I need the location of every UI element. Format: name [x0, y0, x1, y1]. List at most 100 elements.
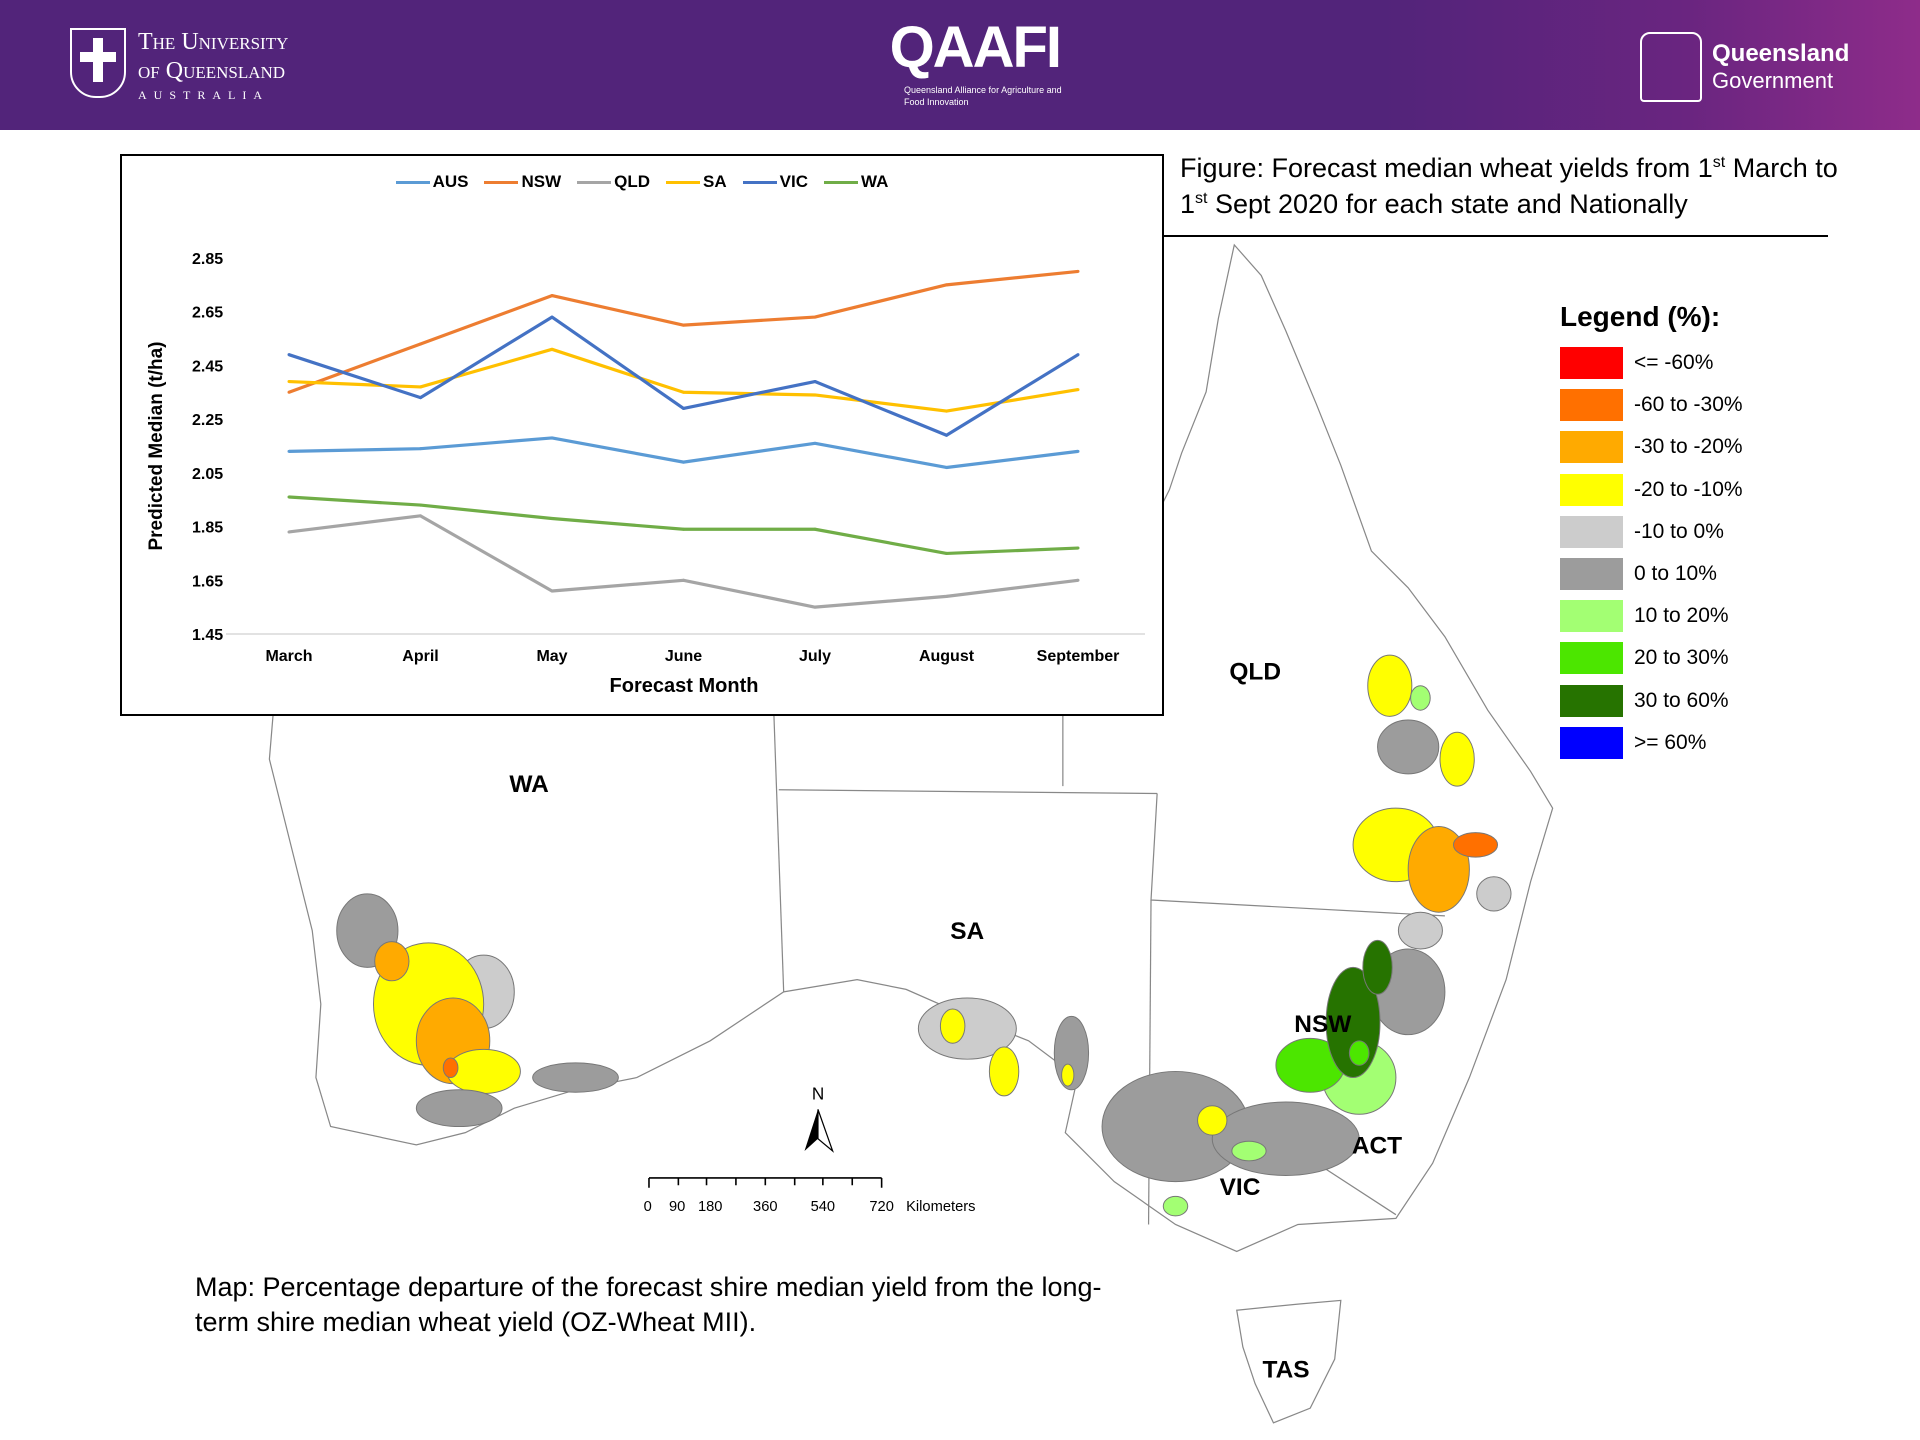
- legend-swatch: [1560, 347, 1623, 380]
- data-point-sa: [550, 347, 554, 351]
- map-legend-title: Legend (%):: [1560, 301, 1721, 332]
- data-point-qld: [813, 605, 817, 609]
- scale-tick: 720: [869, 1199, 894, 1215]
- shire-region: [1061, 1063, 1075, 1087]
- chart-legend-item: NSW: [484, 171, 561, 193]
- legend-swatch: [1560, 726, 1623, 759]
- qaafi-title: QAAFI: [889, 15, 1062, 80]
- x-tick-label: September: [1037, 648, 1120, 665]
- chart-legend-label: VIC: [779, 172, 809, 191]
- qld-gov-line2: Government: [1712, 68, 1834, 93]
- shire-region: [1348, 1040, 1370, 1066]
- shire-region: [939, 1008, 966, 1044]
- legend-line-swatch: [577, 180, 612, 184]
- y-tick-label: 2.65: [192, 305, 223, 322]
- x-tick-label: April: [402, 648, 438, 665]
- data-point-wa: [945, 551, 948, 555]
- map-legend-item: <= -60%: [1560, 342, 1743, 384]
- chart-legend-label: AUS: [432, 172, 469, 191]
- shire-region: [1439, 731, 1475, 787]
- state-label-wa: WA: [509, 771, 549, 798]
- data-point-vic: [682, 406, 685, 410]
- shire-region: [1377, 719, 1440, 775]
- caption-divider: [1164, 235, 1828, 237]
- map-caption: Map: Percentage departure of the forecas…: [195, 1270, 1245, 1340]
- legend-label: -10 to 0%: [1634, 519, 1724, 543]
- shire-region: [1211, 1101, 1360, 1176]
- north-label: N: [812, 1084, 824, 1104]
- caption-text: Figure: Forecast median wheat yields fro…: [1180, 153, 1713, 183]
- shire-region: [1452, 832, 1499, 858]
- map-legend-item: 30 to 60%: [1560, 680, 1743, 722]
- data-point-qld: [682, 578, 685, 582]
- legend-line-swatch: [824, 180, 859, 184]
- legend-label: 30 to 60%: [1634, 688, 1729, 712]
- uq-shield-icon: [70, 28, 126, 98]
- series-line-sa: [288, 347, 1079, 413]
- chart-legend-item: QLD: [577, 171, 650, 193]
- wa-shires: [336, 893, 619, 1128]
- uq-logo: The University of Queensland AUSTRALIA: [70, 28, 288, 104]
- data-point-nsw: [550, 294, 554, 298]
- legend-swatch: [1560, 431, 1623, 464]
- chart-legend-item: SA: [666, 171, 727, 193]
- map-caption-line2: term shire median wheat yield (OZ-Wheat …: [195, 1307, 757, 1337]
- scale-tick: 360: [753, 1199, 778, 1215]
- data-point-wa: [813, 527, 817, 531]
- uq-logo-line2: of Queensland: [138, 58, 286, 84]
- state-borders: [773, 713, 1445, 1225]
- data-point-aus: [813, 441, 817, 445]
- chart-plot: 2.85 2.65 2.45 2.25 2.05 1.85 1.65 1.45 March Apr…: [146, 251, 1145, 697]
- data-point-sa: [813, 393, 817, 397]
- legend-swatch: [1560, 684, 1623, 717]
- data-point-sa: [419, 385, 422, 389]
- data-point-sa: [682, 390, 685, 394]
- scale-tick: 90: [669, 1199, 685, 1215]
- tasmania-outline: [1236, 1299, 1342, 1424]
- y-axis-title: Predicted Median (t/ha): [146, 341, 167, 550]
- header-banner: The University of Queensland AUSTRALIA Q…: [0, 0, 1920, 130]
- map-legend-item: 10 to 20%: [1560, 595, 1743, 637]
- chart-legend: AUS NSW QLD SA VIC WA: [122, 171, 1162, 193]
- north-arrow: N: [804, 1084, 834, 1153]
- legend-swatch: [1560, 473, 1623, 506]
- state-label-act: ACT: [1352, 1132, 1402, 1159]
- scale-unit: Kilometers: [906, 1199, 975, 1215]
- chart-legend-label: SA: [703, 172, 727, 191]
- legend-line-swatch: [742, 180, 777, 184]
- north-arrow-icon: [804, 1109, 818, 1152]
- data-point-wa: [1076, 546, 1080, 550]
- data-point-vic: [1076, 353, 1080, 357]
- scale-bar: [648, 1177, 883, 1188]
- y-tick-label: 2.25: [192, 412, 223, 429]
- data-point-qld: [419, 514, 422, 518]
- chart-legend-item: AUS: [395, 171, 469, 193]
- state-labels: QLD WA SA NSW ACT VIC TAS: [509, 659, 1402, 1384]
- map-legend-item: >= 60%: [1560, 722, 1743, 764]
- legend-label: >= 60%: [1634, 730, 1707, 754]
- qaafi-logo: QAAFI Queensland Alliance for Agricultur…: [860, 14, 1062, 108]
- map-legend-item: -30 to -20%: [1560, 426, 1743, 468]
- data-point-nsw: [813, 315, 817, 319]
- legend-label: <= -60%: [1634, 351, 1714, 375]
- scale-labels: 0 90 180 360 540 720 Kilometers: [644, 1199, 976, 1215]
- map-legend-item: -10 to 0%: [1560, 511, 1743, 553]
- legend-label: 10 to 20%: [1634, 604, 1729, 628]
- map-legend: Legend (%): <= -60% -60 to -30% -30 to -20…: [1560, 300, 1743, 764]
- series-line-vic: [288, 315, 1079, 437]
- x-tick-label: March: [265, 648, 312, 665]
- y-tick-label: 1.85: [192, 520, 223, 537]
- data-point-qld: [1076, 578, 1080, 582]
- legend-line-swatch: [484, 180, 519, 184]
- y-tick-label: 2.05: [192, 466, 223, 483]
- data-point-wa: [419, 503, 422, 507]
- data-point-nsw: [1076, 269, 1080, 273]
- series-line-nsw: [288, 269, 1079, 394]
- y-tick-label: 1.65: [192, 573, 223, 590]
- data-point-qld: [287, 530, 291, 534]
- shire-region: [1231, 1140, 1267, 1162]
- chart-legend-label: NSW: [521, 172, 562, 191]
- data-point-vic: [419, 396, 422, 400]
- legend-label: -30 to -20%: [1634, 435, 1743, 459]
- shire-region: [917, 997, 1017, 1060]
